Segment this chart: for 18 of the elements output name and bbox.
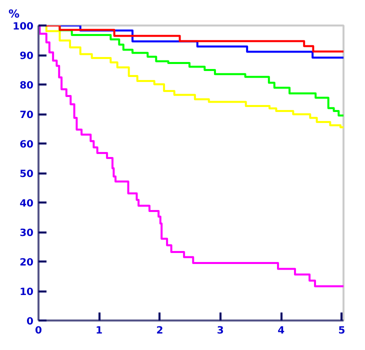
y-tick-label: 70	[20, 110, 34, 121]
y-tick-label: 20	[20, 258, 34, 268]
y-tick-label: 80	[20, 80, 34, 92]
x-tick-label: 3	[216, 326, 224, 336]
y-tick-label: 10	[20, 287, 34, 298]
x-tick-label: 2	[156, 326, 164, 336]
x-tick-label: 1	[96, 326, 103, 336]
y-axis-title: %	[8, 8, 20, 20]
y-tick-label: 30	[20, 228, 34, 239]
x-tick-label: 0	[35, 326, 42, 336]
y-tick-label: 100	[12, 22, 34, 32]
y-tick-label: 0	[26, 316, 34, 328]
x-tick-label: 4	[278, 326, 285, 336]
y-tick-label: 50	[20, 169, 34, 180]
x-tick-label: 5	[338, 326, 346, 336]
y-tick-label: 40	[20, 198, 34, 210]
y-tick-label: 60	[20, 140, 34, 150]
y-tick-label: 90	[20, 51, 34, 62]
